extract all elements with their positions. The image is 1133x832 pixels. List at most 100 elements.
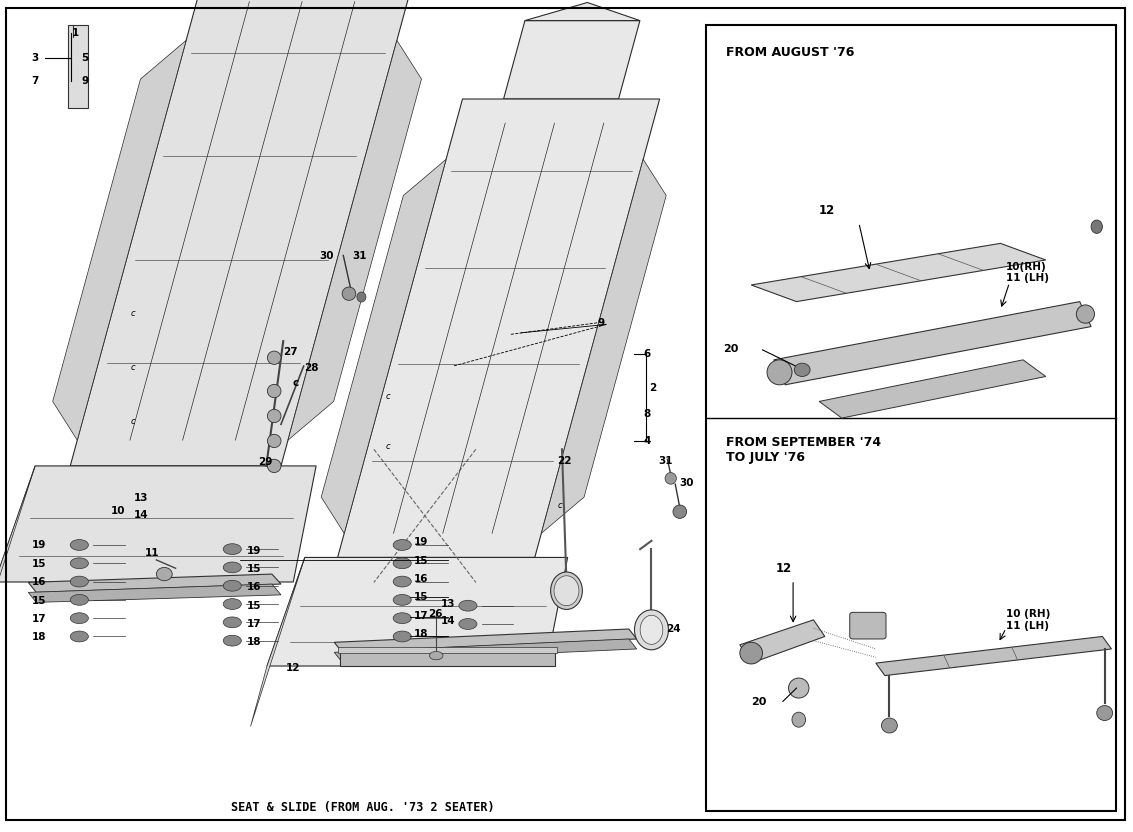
Polygon shape: [525, 2, 640, 21]
Ellipse shape: [70, 594, 88, 606]
Ellipse shape: [551, 572, 582, 609]
Polygon shape: [250, 557, 305, 726]
Ellipse shape: [789, 678, 809, 698]
Ellipse shape: [342, 287, 356, 300]
Ellipse shape: [267, 409, 281, 423]
Bar: [706, 25, 1116, 811]
Text: c: c: [130, 364, 135, 372]
Text: 15: 15: [414, 592, 428, 602]
Ellipse shape: [223, 636, 241, 646]
Text: 15: 15: [247, 601, 262, 611]
Polygon shape: [288, 40, 421, 440]
Polygon shape: [0, 466, 316, 582]
Text: 7: 7: [32, 76, 40, 86]
Text: 26: 26: [428, 609, 443, 619]
Ellipse shape: [459, 601, 477, 611]
Text: c: c: [130, 418, 135, 426]
Text: 31: 31: [352, 251, 367, 261]
Ellipse shape: [156, 567, 172, 581]
Ellipse shape: [393, 540, 411, 551]
Polygon shape: [334, 639, 637, 662]
Text: 15: 15: [414, 556, 428, 566]
Ellipse shape: [393, 631, 411, 642]
Text: c: c: [385, 443, 390, 451]
Text: 28: 28: [304, 363, 318, 373]
Text: 19: 19: [32, 540, 46, 550]
Text: 16: 16: [32, 577, 46, 587]
Polygon shape: [774, 302, 1091, 384]
Ellipse shape: [665, 473, 676, 484]
Text: 10: 10: [111, 506, 126, 516]
Ellipse shape: [393, 594, 411, 606]
Polygon shape: [819, 359, 1046, 418]
Text: 1: 1: [71, 28, 78, 38]
Text: 19: 19: [247, 546, 262, 556]
Ellipse shape: [223, 599, 241, 609]
Text: 31: 31: [658, 456, 673, 466]
Ellipse shape: [70, 540, 88, 551]
FancyBboxPatch shape: [850, 612, 886, 639]
Text: FROM SEPTEMBER '74
TO JULY '76: FROM SEPTEMBER '74 TO JULY '76: [726, 436, 881, 464]
Polygon shape: [334, 629, 637, 652]
Ellipse shape: [1091, 220, 1102, 233]
Text: 6: 6: [644, 349, 650, 359]
Ellipse shape: [673, 505, 687, 518]
Ellipse shape: [634, 610, 668, 650]
Ellipse shape: [640, 616, 663, 644]
Text: 12: 12: [286, 663, 300, 673]
Text: 10 (RH)
11 (LH): 10 (RH) 11 (LH): [1006, 609, 1050, 631]
Text: 15: 15: [32, 596, 46, 606]
Ellipse shape: [767, 359, 792, 384]
Text: 13: 13: [441, 599, 455, 609]
Text: 17: 17: [32, 614, 46, 624]
Ellipse shape: [393, 557, 411, 569]
Polygon shape: [52, 40, 186, 440]
Text: 4: 4: [644, 436, 651, 446]
Text: 5: 5: [82, 53, 88, 63]
Text: FROM AUGUST '76: FROM AUGUST '76: [726, 46, 854, 59]
Polygon shape: [28, 584, 281, 602]
Polygon shape: [267, 557, 568, 666]
Ellipse shape: [70, 557, 88, 569]
Text: 10(RH)
11 (LH): 10(RH) 11 (LH): [1006, 262, 1049, 283]
Polygon shape: [503, 21, 640, 99]
Ellipse shape: [794, 363, 810, 376]
Text: c: c: [130, 310, 135, 318]
Text: c: c: [292, 378, 299, 388]
Ellipse shape: [459, 619, 477, 629]
Polygon shape: [68, 25, 88, 108]
Text: 14: 14: [441, 616, 455, 626]
Ellipse shape: [223, 581, 241, 591]
Polygon shape: [876, 636, 1111, 676]
Text: 17: 17: [247, 619, 262, 629]
Text: 9: 9: [82, 76, 88, 86]
Text: c: c: [385, 393, 390, 401]
Ellipse shape: [881, 718, 897, 733]
Text: 22: 22: [557, 456, 572, 466]
Polygon shape: [751, 243, 1046, 302]
Text: 30: 30: [320, 251, 334, 261]
Ellipse shape: [267, 434, 281, 448]
Text: 30: 30: [680, 478, 695, 488]
Text: 9: 9: [597, 318, 604, 328]
Ellipse shape: [393, 576, 411, 587]
Text: 20: 20: [751, 696, 767, 706]
Text: SEAT & SLIDE (FROM AUG. '73 2 SEATER): SEAT & SLIDE (FROM AUG. '73 2 SEATER): [231, 800, 494, 814]
Text: 8: 8: [644, 409, 650, 418]
Ellipse shape: [429, 651, 443, 660]
Text: 15: 15: [247, 564, 262, 574]
Polygon shape: [740, 620, 825, 663]
Text: 13: 13: [134, 493, 148, 503]
Ellipse shape: [792, 712, 806, 727]
Ellipse shape: [70, 612, 88, 624]
Text: 17: 17: [414, 611, 428, 621]
Text: 18: 18: [32, 632, 46, 642]
Text: 12: 12: [819, 204, 835, 217]
Ellipse shape: [1076, 305, 1094, 323]
Bar: [338, 647, 557, 653]
Ellipse shape: [223, 562, 241, 572]
Ellipse shape: [267, 351, 281, 364]
Text: 3: 3: [32, 53, 39, 63]
Text: 18: 18: [247, 637, 262, 647]
Ellipse shape: [740, 642, 763, 664]
